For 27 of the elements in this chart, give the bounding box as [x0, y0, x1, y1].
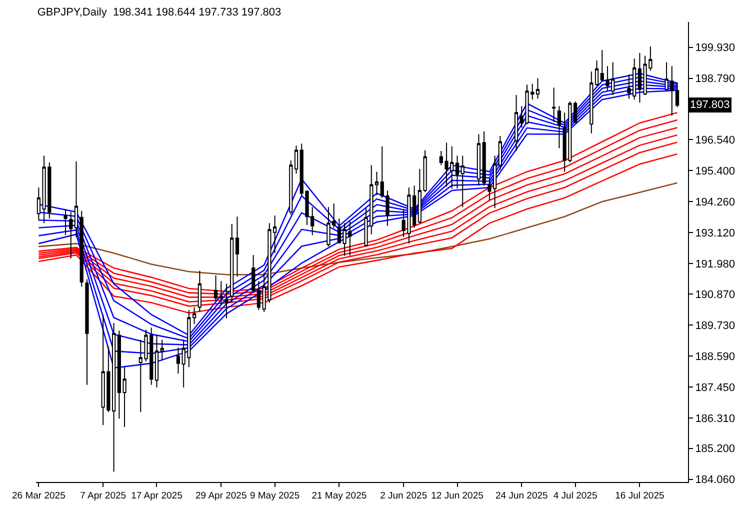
y-tick-label: 189.730	[695, 320, 735, 332]
y-tick-label: 184.060	[695, 474, 735, 486]
y-tick-label: 188.590	[695, 350, 735, 363]
y-tick-label: 191.980	[695, 258, 735, 271]
y-tick-label: 190.870	[695, 288, 735, 301]
y-tick-label: 195.400	[695, 165, 735, 178]
x-tick-label: 2 Jun 2025	[380, 490, 428, 502]
x-tick-label: 24 Jun 2025	[496, 490, 548, 502]
y-tick-label: 196.540	[695, 134, 735, 146]
y-tick-label: 186.310	[695, 412, 735, 425]
x-tick-label: 21 May 2025	[312, 490, 367, 502]
x-tick-label: 12 Jun 2025	[431, 490, 484, 502]
y-tick-label: 187.450	[695, 382, 735, 394]
x-tick-label: 9 May 2025	[250, 490, 300, 502]
y-tick-label: 193.120	[695, 228, 735, 240]
x-tick-label: 17 Apr 2025	[131, 490, 182, 502]
chart-title: GBPJPY,Daily 198.341 198.644 197.733 197.803	[37, 6, 282, 18]
x-tick-label: 7 Apr 2025	[80, 490, 126, 502]
y-tick-label: 198.790	[695, 73, 735, 86]
x-tick-label: 29 Apr 2025	[196, 490, 247, 502]
y-tick-label: 194.260	[695, 196, 735, 208]
y-tick-label: 185.200	[695, 443, 735, 456]
annotation: 197.803	[690, 99, 730, 111]
x-tick-label: 4 Jul 2025	[553, 490, 598, 502]
y-tick-label: 199.930	[695, 42, 735, 54]
x-tick-label: 16 Jul 2025	[615, 490, 664, 502]
x-tick-label: 26 Mar 2025	[12, 490, 66, 502]
